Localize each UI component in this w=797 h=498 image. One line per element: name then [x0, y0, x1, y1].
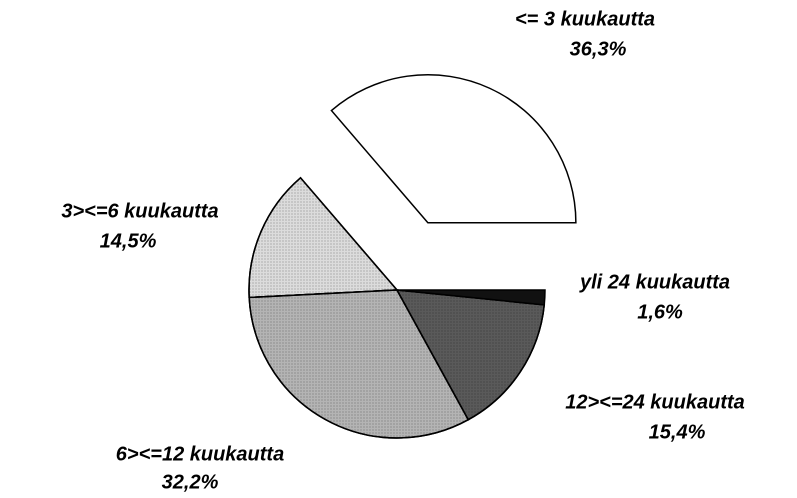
pie-slice [396, 289, 546, 306]
slice-label: yli 24 kuukautta [579, 271, 730, 293]
slice-label: 3><=6 kuukautta [61, 200, 218, 222]
slice-value-label: 1,6% [637, 301, 683, 323]
slice-value-label: 36,3% [570, 38, 627, 60]
pie-slice [330, 74, 577, 224]
slice-texture [395, 289, 546, 421]
slice-value-label: 32,2% [162, 471, 219, 493]
slice-texture [248, 176, 399, 299]
slice-label: <= 3 kuukautta [515, 8, 655, 30]
slice-label: 6><=12 kuukautta [116, 443, 284, 465]
slice-value-label: 14,5% [100, 230, 157, 252]
slice-label: 12><=24 kuukautta [565, 391, 745, 413]
slice-texture [248, 289, 470, 439]
slice-value-label: 15,4% [649, 421, 706, 443]
